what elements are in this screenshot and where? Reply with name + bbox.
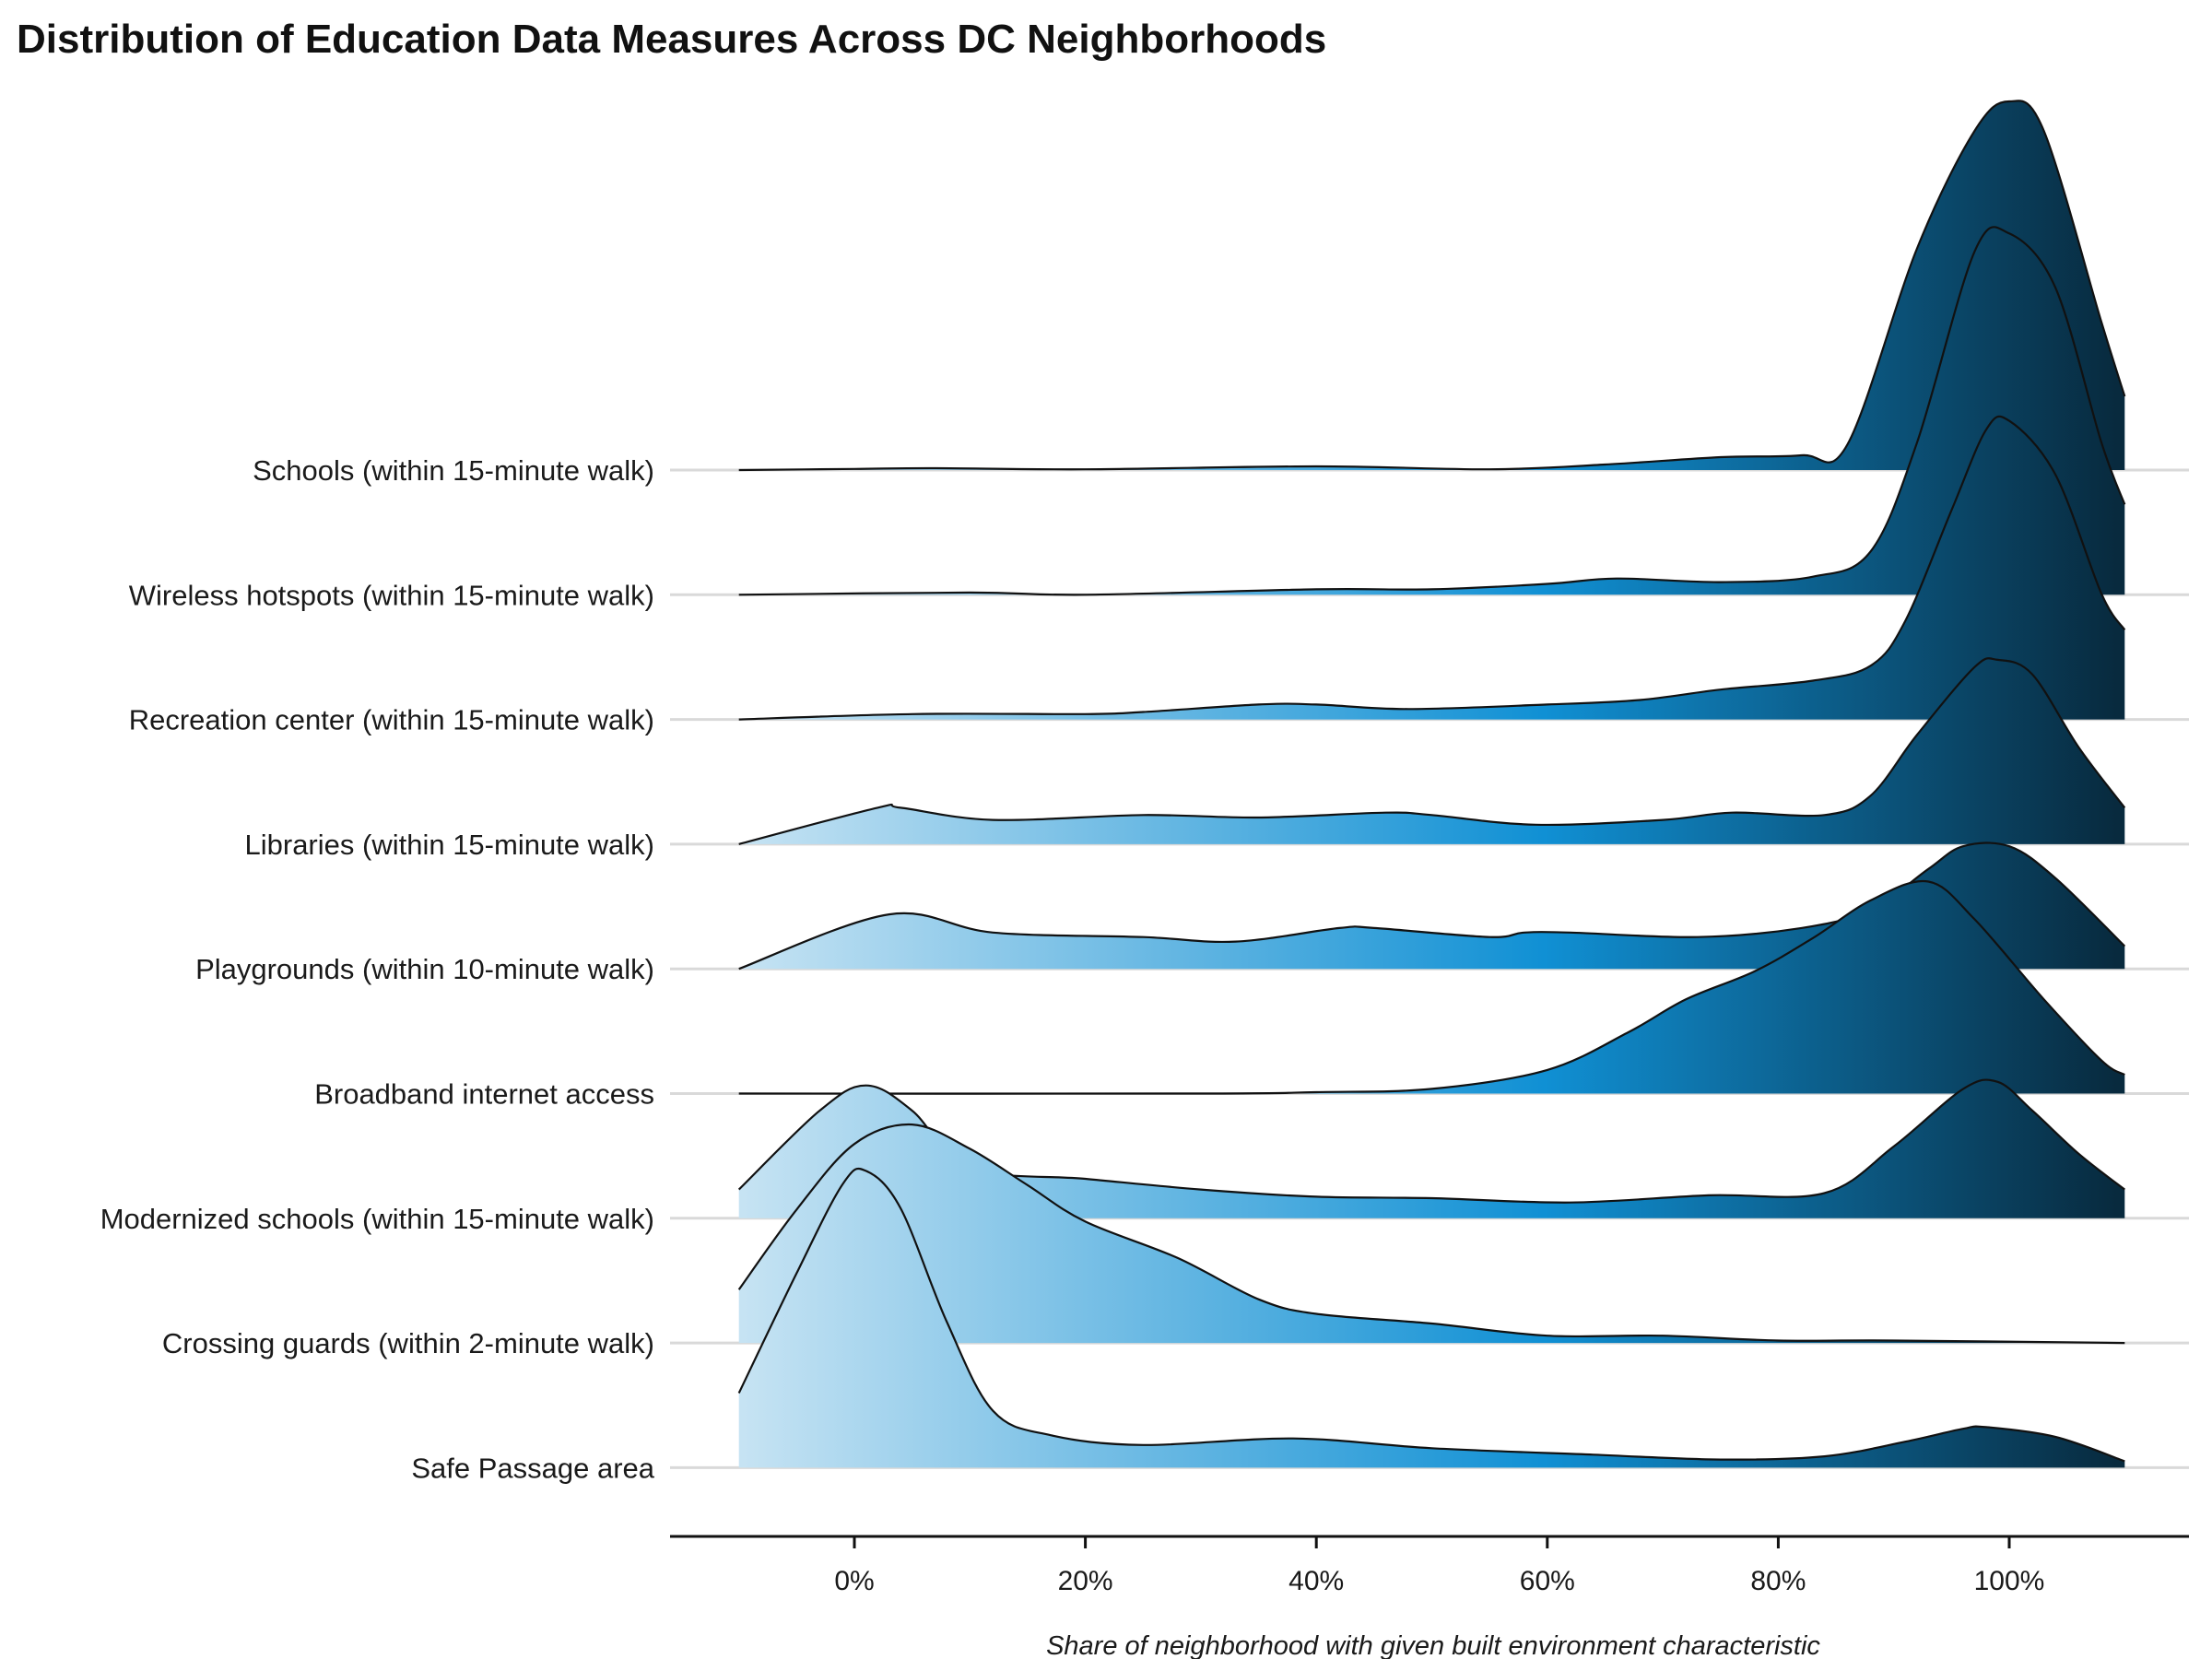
row-label-libraries-within-15-minute-walk: Libraries (within 15-minute walk) [245, 829, 655, 861]
x-tick-label: 60% [1520, 1566, 1575, 1596]
x-tick-label: 80% [1750, 1566, 1806, 1596]
row-label-crossing-guards-within-2-minute-walk: Crossing guards (within 2-minute walk) [162, 1327, 654, 1359]
ridge-line-recreation-center-within-15-minute-walk [738, 415, 2126, 721]
ridge-fill-safe-passage-area [738, 1168, 2125, 1468]
x-tick-label: 40% [1288, 1566, 1344, 1596]
ridge-line-playgrounds-within-10-minute-walk [738, 841, 2126, 971]
row-labels: Schools (within 15-minute walk) Wireless … [100, 454, 655, 1484]
x-axis: 0% 20% 40% 60% 80% 100% Share of neighborhood… [670, 1535, 2189, 1659]
x-ticks: 0% 20% 40% 60% 80% 100% [834, 1536, 2044, 1596]
ridge-line-wireless-hotspots-within-15-minute-walk [738, 226, 2126, 596]
ridge-line-crossing-guards-within-2-minute-walk [737, 1123, 2125, 1345]
row-label-broadband-internet-access: Broadband internet access [314, 1078, 654, 1111]
row-label-schools-within-15-minute-walk: Schools (within 15-minute walk) [253, 454, 654, 487]
x-tick-label: 20% [1058, 1566, 1113, 1596]
chart-title: Distribution of Education Data Measures … [17, 17, 1327, 62]
ridge-fill-broadband-internet-access [738, 880, 2125, 1094]
ridge-fill-modernized-schools-within-15-minute-walk [738, 1079, 2125, 1218]
ridge-fill-playgrounds-within-10-minute-walk [738, 842, 2125, 970]
ridge-fill-crossing-guards-within-2-minute-walk [738, 1124, 2125, 1344]
x-axis-label: Share of neighborhood with given built e… [1046, 1631, 1820, 1659]
row-label-safe-passage-area: Safe Passage area [411, 1452, 654, 1484]
ridge-line-safe-passage-area [737, 1167, 2125, 1463]
ridge-fill-libraries-within-15-minute-walk [738, 658, 2125, 844]
ridge-line-modernized-schools-within-15-minute-walk [737, 1078, 2125, 1204]
row-label-wireless-hotspots-within-15-minute-walk: Wireless hotspots (within 15-minute walk… [129, 579, 654, 611]
ridge-line-libraries-within-15-minute-walk [738, 657, 2126, 845]
ridge-line-schools-within-15-minute-walk [738, 100, 2126, 472]
x-tick-label: 100% [1974, 1566, 2045, 1596]
ridge-line-broadband-internet-access [738, 879, 2125, 1095]
ridges [737, 100, 2126, 1468]
x-tick-label: 0% [834, 1566, 874, 1596]
row-label-playgrounds-within-10-minute-walk: Playgrounds (within 10-minute walk) [195, 953, 654, 985]
ridge-fill-schools-within-15-minute-walk [738, 100, 2125, 471]
row-label-modernized-schools-within-15-minute-walk: Modernized schools (within 15-minute wal… [100, 1203, 654, 1235]
row-label-recreation-center-within-15-minute-walk: Recreation center (within 15-minute walk… [129, 704, 654, 736]
